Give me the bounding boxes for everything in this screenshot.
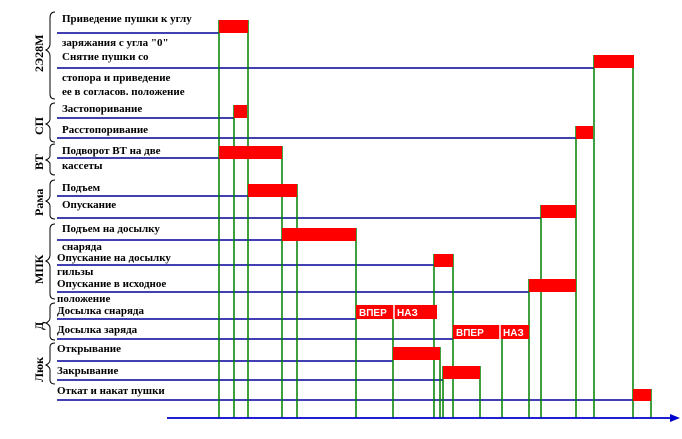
bar-mpk-opuskanie-ishodnoe bbox=[529, 279, 576, 292]
operation-label: Открывание bbox=[57, 343, 122, 355]
time-axis-arrow bbox=[670, 414, 680, 422]
bar-pushka-privedenie bbox=[219, 20, 248, 33]
operation-label: Приведение пушки к углу bbox=[62, 13, 192, 25]
brace-sp bbox=[44, 102, 56, 143]
bar-otkat bbox=[633, 389, 651, 401]
group-label-sp: СП bbox=[32, 117, 46, 135]
group-label-d: Д bbox=[32, 321, 46, 330]
operation-label: кассеты bbox=[62, 160, 103, 172]
operation-label: снаряда bbox=[62, 241, 102, 253]
bar-rama-opuskanie bbox=[541, 205, 576, 218]
brace-2e28m bbox=[44, 11, 56, 100]
bar-luk-zakryvanie bbox=[443, 366, 480, 379]
operation-label: Досылка заряда bbox=[57, 324, 138, 336]
group-label-vt: ВТ bbox=[32, 154, 46, 170]
operation-label: Досылка снаряда bbox=[57, 305, 144, 317]
operation-label: ее в согласов. положение bbox=[62, 86, 185, 98]
group-label-2e28m: 2Э28М bbox=[32, 34, 46, 72]
bar-text-vper-2: ВПЕР bbox=[456, 328, 484, 339]
operation-label: Подворот ВТ на две bbox=[62, 145, 161, 157]
bar-text-vper-1: ВПЕР bbox=[359, 308, 387, 319]
bar-luk-otkryvanie bbox=[393, 347, 440, 360]
bar-text-naz-1: НАЗ bbox=[397, 308, 418, 319]
bar-dosylka-zaryada bbox=[453, 325, 529, 339]
brace-rama bbox=[44, 179, 56, 220]
operation-label: Подъем на досылку bbox=[62, 223, 160, 235]
bar-rama-podem bbox=[248, 184, 297, 197]
brace-luk bbox=[44, 342, 56, 385]
bar-mpk-podem bbox=[282, 228, 356, 241]
bars bbox=[219, 20, 651, 401]
bar-mpk-opuskanie-gilzy bbox=[434, 254, 453, 267]
bar-pushka-snyatie bbox=[594, 55, 634, 68]
operation-label: Откат и накат пушки bbox=[57, 385, 165, 397]
brace-mpk bbox=[44, 223, 56, 300]
operation-label: положение bbox=[57, 293, 111, 305]
operation-label: Застопоривание bbox=[62, 103, 143, 115]
brace-d bbox=[44, 302, 56, 341]
group-label-luk: Люк bbox=[32, 356, 46, 382]
bar-zastoporivanie bbox=[234, 105, 247, 118]
group-braces bbox=[44, 11, 56, 385]
operation-label: гильзы bbox=[57, 266, 94, 278]
row-lines bbox=[57, 32, 633, 401]
group-label-rama: Рама bbox=[32, 188, 46, 216]
operation-label: Закрывание bbox=[57, 365, 119, 377]
bar-text-naz-2: НАЗ bbox=[503, 328, 524, 339]
bar-podvorot-vt bbox=[219, 146, 282, 159]
operation-label: стопора и приведение bbox=[62, 72, 171, 84]
group-label-mpk: МПК bbox=[32, 254, 46, 284]
bar-separators bbox=[393, 305, 501, 339]
operation-label: заряжания с угла "0" bbox=[62, 37, 169, 49]
time-axis bbox=[167, 414, 680, 422]
operation-label: Расстопоривание bbox=[62, 124, 149, 136]
operation-label: Опускание bbox=[62, 199, 117, 211]
bar-dosylka-snaryada bbox=[356, 305, 437, 319]
operation-label: Опускание на досылку bbox=[57, 252, 171, 264]
operation-label: Снятие пушки со bbox=[62, 51, 149, 63]
operation-label: Подъем bbox=[62, 182, 101, 194]
operation-label: Опускание в исходное bbox=[57, 278, 167, 290]
brace-vt bbox=[44, 143, 56, 176]
bar-rasstoporivanie bbox=[576, 126, 593, 139]
